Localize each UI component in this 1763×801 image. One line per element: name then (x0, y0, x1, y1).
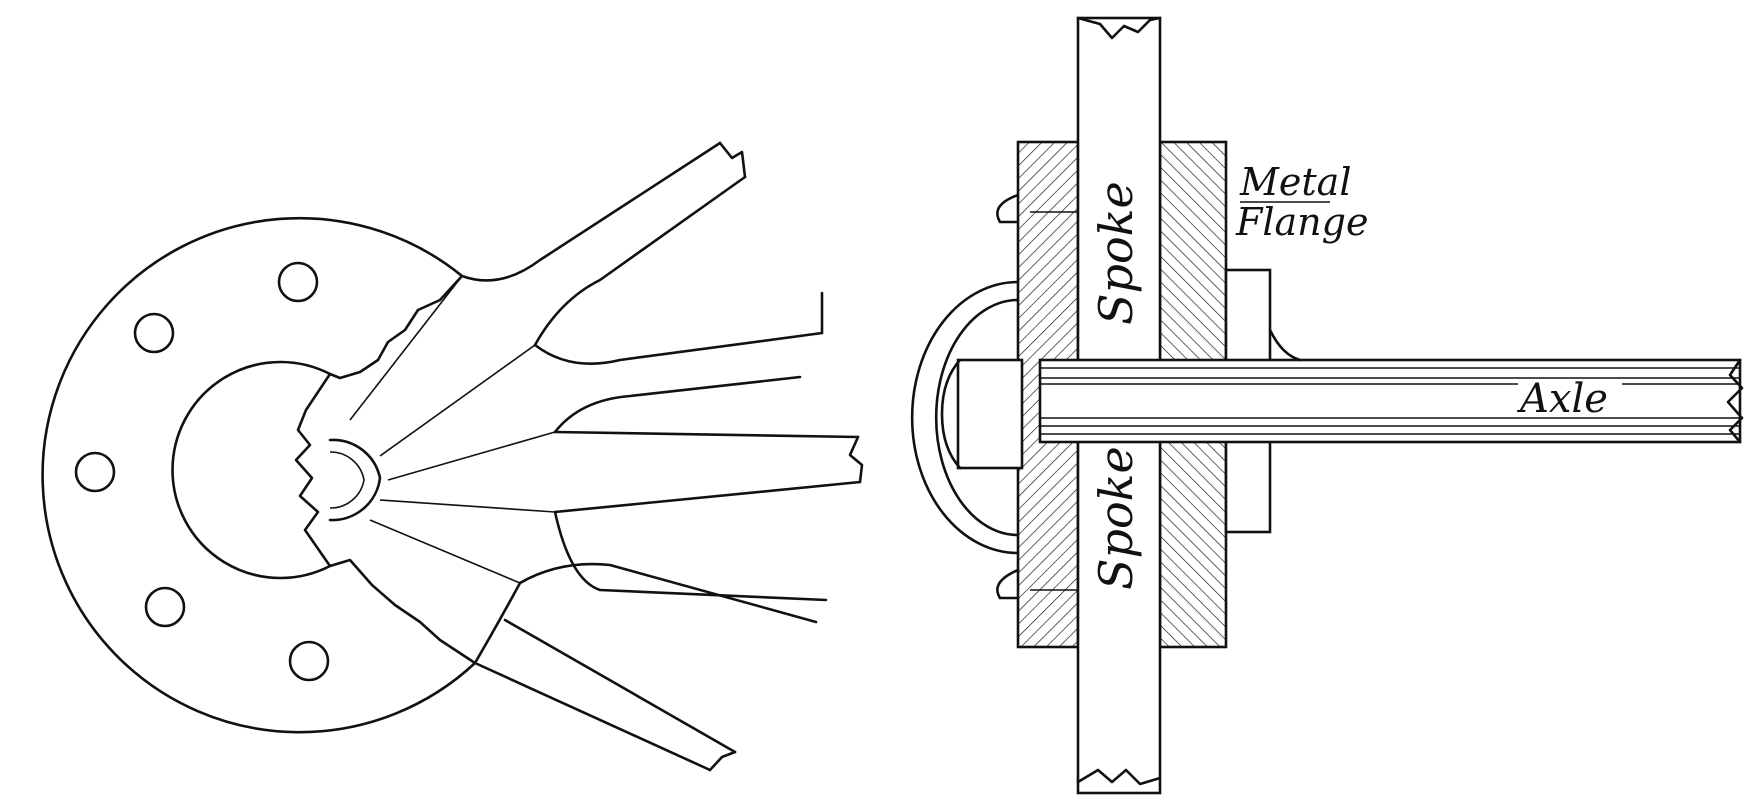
radiating-spokes (349, 141, 864, 772)
metal-flange-label-line2: Flange (1235, 200, 1368, 244)
bolt-hole (74, 451, 116, 493)
spoke-label-lower: Spoke (1089, 446, 1143, 590)
spoke-label-upper: Spoke (1089, 181, 1143, 325)
bolt-hole (133, 312, 175, 354)
rivet-head (996, 568, 1020, 600)
hub-section-view: Metal Flange Spoke Spoke Axle (910, 16, 1744, 795)
axle-nut (956, 358, 1024, 470)
hub-broken-edge (294, 274, 477, 665)
axle-shaft (1038, 328, 1744, 444)
bearing-arc (328, 438, 382, 522)
metal-flange-label-line1: Metal (1239, 160, 1351, 204)
bolt-hole (277, 261, 319, 303)
bolt-hole (288, 640, 330, 682)
hub-center-circle (171, 360, 332, 580)
rivet-head (996, 193, 1020, 224)
hub-cap (910, 280, 1020, 555)
hub-face-view (41, 141, 864, 772)
flange-disc (41, 216, 477, 734)
axle-label: Axle (1516, 376, 1608, 422)
bolt-hole (144, 586, 186, 628)
